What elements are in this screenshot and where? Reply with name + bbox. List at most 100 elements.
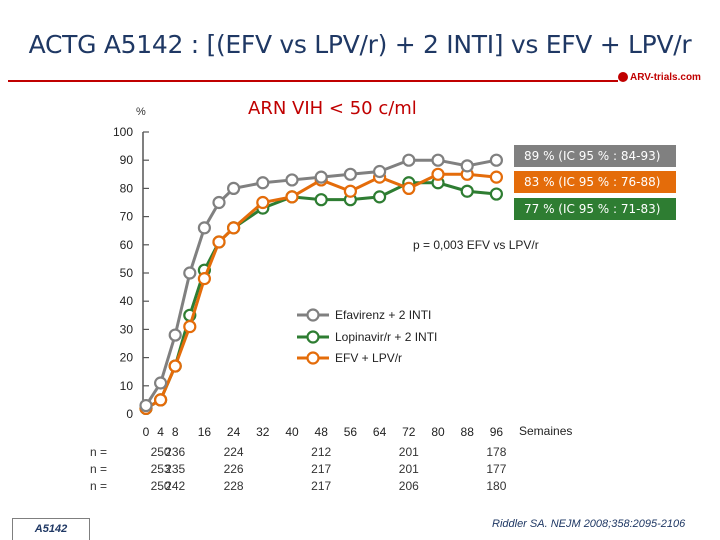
series-line-0 — [144, 158, 497, 407]
x-tick-label-64: 64 — [373, 425, 387, 439]
series-0-point-10 — [343, 167, 357, 181]
series-0-point-4 — [197, 221, 211, 235]
y-tick-label-50: 50 — [120, 266, 134, 280]
n-cell-r1-c0: 253 — [150, 462, 171, 476]
series-0-point-1 — [154, 376, 168, 390]
series-0-point-6 — [227, 181, 241, 195]
x-axis-label: Semaines — [519, 424, 573, 438]
n-cell-r1-c3: 217 — [311, 462, 332, 476]
n-cell-r2-c4: 206 — [398, 479, 419, 493]
x-tick-label-4: 4 — [157, 425, 164, 439]
series-2-point-6 — [227, 221, 241, 235]
ci-label-efavirenz: 89 % (IC 95 % : 84-93) — [514, 145, 676, 167]
legend-label-0: Efavirenz + 2 INTI — [335, 308, 431, 322]
n-row-label-1: n = — [90, 445, 108, 459]
y-tick-label-10: 10 — [120, 379, 134, 393]
p-value-annotation: p = 0,003 EFV vs LPV/r — [413, 238, 539, 252]
legend-marker-2 — [306, 351, 320, 365]
series-2-point-13 — [431, 167, 445, 181]
ci-label-lopinavir: 77 % (IC 95 % : 71-83) — [514, 198, 676, 220]
series-2-point-12 — [402, 181, 416, 195]
n-cell-r2-c3: 217 — [311, 479, 332, 493]
series-line-2 — [145, 172, 497, 410]
legend-marker-1 — [306, 330, 320, 344]
x-tick-label-0: 0 — [143, 425, 150, 439]
series-0-point-2 — [168, 328, 182, 342]
series-1-point-14 — [460, 184, 474, 198]
n-cell-r1-c2: 226 — [223, 462, 244, 476]
n-cell-r2-c5: 180 — [486, 479, 507, 493]
y-axis-label: % — [136, 106, 146, 118]
n-cell-r0-c3: 212 — [311, 445, 332, 459]
legend-marker-0 — [306, 308, 320, 322]
n-cell-r2-c2: 228 — [223, 479, 244, 493]
chart-title: ARN VIH < 50 c/ml — [248, 98, 417, 119]
n-row-label-3: n = — [90, 479, 108, 493]
n-cell-r0-c5: 178 — [486, 445, 507, 459]
legend-label-2: EFV + LPV/r — [335, 351, 402, 365]
series-0-point-0 — [139, 398, 153, 413]
x-tick-label-48: 48 — [315, 425, 329, 439]
n-row-label-2: n = — [90, 462, 108, 476]
y-tick-label-80: 80 — [120, 181, 134, 195]
series-2-point-1 — [154, 393, 168, 407]
x-tick-label-40: 40 — [285, 425, 299, 439]
series-0-point-13 — [431, 153, 445, 167]
study-tag: A5142 — [12, 518, 90, 540]
series-1-point-9 — [314, 193, 328, 207]
series-0-point-12 — [402, 153, 416, 167]
y-tick-label-90: 90 — [120, 153, 134, 167]
series-0-point-7 — [256, 176, 270, 190]
legend-label-1: Lopinavir/r + 2 INTI — [335, 330, 437, 344]
series-0-point-14 — [460, 159, 474, 173]
n-cell-r0-c1: 236 — [165, 445, 186, 459]
title-divider — [8, 80, 618, 82]
n-cell-r0-c0: 250 — [150, 445, 171, 459]
slide-title: ACTG A5142 : [(EFV vs LPV/r) + 2 INTI] v… — [28, 30, 692, 59]
series-0-point-3 — [183, 266, 197, 280]
x-tick-label-88: 88 — [461, 425, 475, 439]
series-2-point-2 — [168, 359, 182, 373]
y-tick-label-20: 20 — [120, 351, 134, 365]
series-0-point-5 — [212, 195, 226, 210]
x-tick-label-16: 16 — [198, 425, 212, 439]
n-cell-r2-c0: 250 — [150, 479, 171, 493]
series-2-point-4 — [197, 272, 211, 286]
n-cell-r0-c4: 201 — [398, 445, 419, 459]
series-0-point-15 — [489, 153, 503, 167]
y-tick-label-60: 60 — [120, 238, 134, 252]
n-cell-r2-c1: 242 — [165, 479, 186, 493]
n-cell-r0-c2: 224 — [223, 445, 244, 459]
series-2-point-7 — [256, 195, 270, 210]
series-0-point-11 — [373, 164, 387, 179]
logo-text: ARV-trials.com — [630, 72, 701, 83]
series-0-point-8 — [285, 173, 299, 187]
brand-logo: ARV-trials.com — [618, 72, 701, 83]
x-tick-label-56: 56 — [344, 425, 358, 439]
logo-mark-icon — [618, 72, 628, 83]
y-tick-label-100: 100 — [113, 125, 133, 139]
x-tick-label-8: 8 — [172, 425, 179, 439]
series-1-point-11 — [373, 190, 387, 204]
n-cell-r1-c4: 201 — [398, 462, 419, 476]
y-tick-label-70: 70 — [120, 210, 134, 224]
series-2-point-15 — [489, 170, 503, 184]
series-1-point-15 — [489, 187, 503, 201]
citation: Riddler SA. NEJM 2008;358:2095-2106 — [492, 518, 686, 530]
x-tick-label-72: 72 — [402, 425, 416, 439]
series-2-point-5 — [212, 235, 226, 249]
x-tick-label-32: 32 — [256, 425, 270, 439]
x-tick-label-96: 96 — [490, 425, 504, 439]
y-tick-label-40: 40 — [120, 294, 134, 308]
n-cell-r1-c1: 235 — [165, 462, 186, 476]
series-2-point-8 — [285, 190, 299, 204]
y-tick-label-30: 30 — [120, 322, 134, 336]
series-0-point-9 — [314, 170, 328, 184]
x-tick-label-80: 80 — [431, 425, 445, 439]
series-2-point-3 — [183, 319, 197, 334]
series-2-point-10 — [343, 184, 357, 198]
ci-label-efv-lpv: 83 % (IC 95 % : 76-88) — [514, 171, 676, 193]
y-tick-label-0: 0 — [126, 407, 133, 421]
n-cell-r1-c5: 177 — [486, 462, 507, 476]
